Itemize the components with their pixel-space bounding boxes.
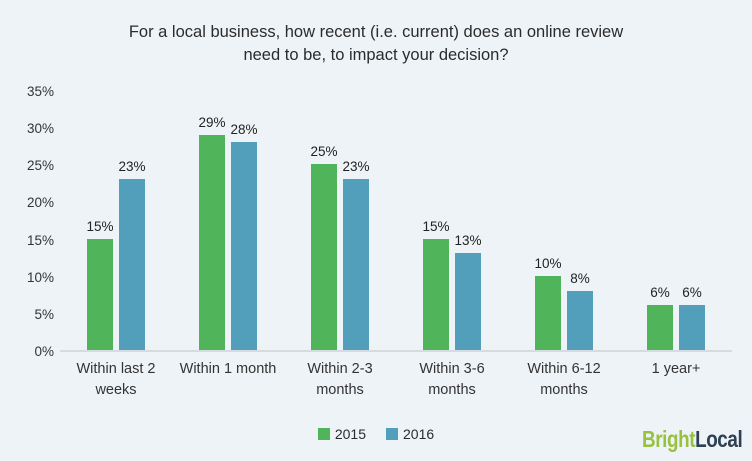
bar-2016 xyxy=(455,253,481,350)
bar-column-2016: 23% xyxy=(342,90,370,350)
x-axis-category-text: Within 6-12 months xyxy=(527,361,601,399)
bar-column-2016: 13% xyxy=(454,90,482,350)
y-tick-label: 10% xyxy=(26,269,54,285)
x-axis-category-text: Within 3-6 months xyxy=(419,361,485,399)
bar-value-label: 10% xyxy=(534,255,562,271)
plot-area: 15% 23% 29% 28% 25% 23% 15% 13% 10% 8% 6% 6% xyxy=(60,90,732,352)
x-axis-labels: Within last 2 weeks Within 1 month Within … xyxy=(60,352,732,401)
bar-value-label: 15% xyxy=(422,218,450,234)
bar-group: 10% 8% xyxy=(508,90,620,350)
legend-item-2016: 2016 xyxy=(386,426,434,442)
x-axis-category-label: 1 year+ xyxy=(620,352,732,380)
bar-value-label: 6% xyxy=(650,285,670,301)
bar-group: 29% 28% xyxy=(172,90,284,350)
bar-group: 15% 13% xyxy=(396,90,508,350)
chart-title: For a local business, how recent (i.e. c… xyxy=(0,0,752,68)
x-axis-category-text: 1 year+ xyxy=(651,361,701,377)
bar-2015 xyxy=(199,134,225,350)
bar-2016 xyxy=(679,305,705,350)
legend-swatch-icon xyxy=(317,428,330,440)
bar-column-2015: 25% xyxy=(310,90,338,350)
legend-label: 2015 xyxy=(334,426,366,442)
bar-value-label: 23% xyxy=(342,159,370,175)
bar-column-2016: 23% xyxy=(118,90,146,350)
bar-2015 xyxy=(647,305,673,350)
y-tick-label: 15% xyxy=(26,232,54,248)
chart-title-line-2: need to be, to impact your decision? xyxy=(243,46,509,65)
bar-column-2016: 6% xyxy=(679,90,705,350)
bar-2016 xyxy=(231,142,257,350)
bar-column-2015: 6% xyxy=(647,90,673,350)
bar-group: 6% 6% xyxy=(620,90,732,350)
bar-2016 xyxy=(343,179,369,350)
bar-value-label: 25% xyxy=(310,144,338,160)
bar-column-2015: 15% xyxy=(86,90,114,350)
x-axis-category-text: Within 2-3 months xyxy=(307,361,373,399)
bar-value-label: 8% xyxy=(570,270,590,286)
bar-value-label: 29% xyxy=(198,114,226,130)
legend-swatch-icon xyxy=(386,428,398,440)
bar-column-2015: 29% xyxy=(198,90,226,350)
bar-value-label: 15% xyxy=(86,218,114,234)
y-tick-label: 25% xyxy=(26,158,54,174)
bar-2015 xyxy=(535,275,561,350)
logo-text-local: Local xyxy=(694,426,743,452)
bar-2015 xyxy=(87,238,113,350)
legend-item-2015: 2015 xyxy=(317,426,366,442)
y-tick-label: 30% xyxy=(26,121,54,137)
x-axis-category-text: Within 1 month xyxy=(179,361,277,377)
bar-value-label: 23% xyxy=(118,159,146,175)
x-axis-category-label: Within 2-3 months xyxy=(284,352,396,401)
y-tick-label: 5% xyxy=(34,306,54,322)
bar-value-label: 6% xyxy=(682,285,702,301)
x-axis-category-label: Within last 2 weeks xyxy=(60,352,172,401)
x-axis-category-label: Within 1 month xyxy=(172,352,284,380)
brightlocal-logo: BrightLocal xyxy=(641,426,743,453)
y-tick-label: 35% xyxy=(26,84,54,99)
chart-title-line-1: For a local business, how recent (i.e. c… xyxy=(128,23,624,41)
bar-column-2016: 28% xyxy=(230,90,258,350)
bar-groups: 15% 23% 29% 28% 25% 23% 15% 13% 10% 8% 6% 6% xyxy=(60,90,732,350)
x-axis-category-label: Within 3-6 months xyxy=(396,352,508,401)
y-tick-label: 0% xyxy=(34,344,54,359)
bar-value-label: 13% xyxy=(454,233,482,249)
x-axis-category-label: Within 6-12 months xyxy=(508,352,620,401)
bar-2015 xyxy=(311,164,337,350)
x-axis-category-text: Within last 2 weeks xyxy=(76,361,156,399)
bar-column-2016: 8% xyxy=(567,90,593,350)
y-tick-label: 20% xyxy=(26,195,54,211)
y-axis: 0% 5% 10% 15% 20% 25% 30% 35% xyxy=(12,84,60,359)
logo-text-bright: Bright xyxy=(641,426,695,452)
bar-2016 xyxy=(119,179,145,350)
bar-value-label: 28% xyxy=(230,122,258,137)
bar-2015 xyxy=(423,238,449,350)
bar-group: 15% 23% xyxy=(60,90,172,350)
legend-label: 2016 xyxy=(403,426,435,442)
bar-column-2015: 15% xyxy=(422,90,450,350)
legend: 2015 2016 xyxy=(0,426,752,442)
bar-column-2015: 10% xyxy=(534,90,562,350)
chart-area: 0% 5% 10% 15% 20% 25% 30% 35% 15% 23% 29% 28% 25% 23… xyxy=(12,84,732,359)
bar-2016 xyxy=(567,290,593,350)
bar-group: 25% 23% xyxy=(284,90,396,350)
